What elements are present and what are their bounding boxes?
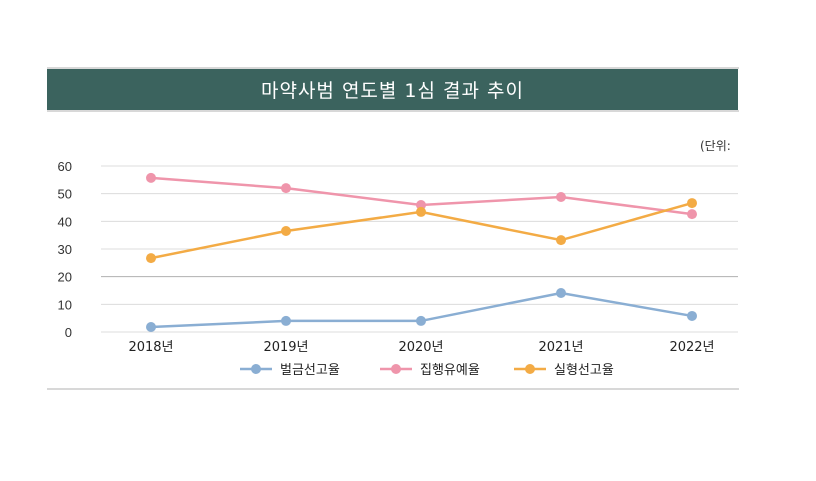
data-point xyxy=(281,315,291,326)
title-divider xyxy=(47,110,739,112)
data-point xyxy=(281,183,291,194)
y-tick-label: 40 xyxy=(58,214,72,229)
data-point xyxy=(687,198,697,209)
data-point xyxy=(146,253,156,264)
y-tick-label: 10 xyxy=(58,297,72,312)
legend-marker xyxy=(391,364,401,374)
data-point xyxy=(416,200,426,211)
data-point xyxy=(556,235,566,246)
legend-label: 실형선고율 xyxy=(554,363,614,378)
top-divider xyxy=(47,67,739,69)
legend-label: 벌금선고율 xyxy=(280,363,340,378)
legend-marker xyxy=(251,364,261,374)
data-point xyxy=(146,322,156,333)
y-tick-label: 20 xyxy=(58,270,72,285)
legend-label: 집행유예율 xyxy=(420,362,480,378)
x-tick-label: 2021년 xyxy=(538,340,583,355)
x-tick-label: 2020년 xyxy=(398,340,443,355)
data-point xyxy=(281,226,291,237)
data-point xyxy=(687,310,697,321)
data-point xyxy=(416,206,426,217)
unit-label: (단위: xyxy=(700,139,731,153)
chart-title-bar: 마약사범 연도별 1심 결과 추이 xyxy=(47,69,738,110)
data-point xyxy=(146,172,156,183)
data-point xyxy=(416,315,426,326)
y-tick-label: 60 xyxy=(58,159,72,174)
bottom-divider xyxy=(47,388,739,390)
chart-title: 마약사범 연도별 1심 결과 추이 xyxy=(260,80,524,102)
data-point xyxy=(687,209,697,220)
data-point xyxy=(556,287,566,298)
x-tick-label: 2022년 xyxy=(669,340,714,355)
legend-marker xyxy=(525,364,535,374)
x-tick-label: 2018년 xyxy=(128,340,173,355)
data-point xyxy=(556,191,566,202)
y-tick-label: 50 xyxy=(58,187,72,202)
y-tick-label: 30 xyxy=(58,242,72,257)
x-tick-label: 2019년 xyxy=(263,340,308,355)
y-tick-label: 0 xyxy=(65,325,72,340)
